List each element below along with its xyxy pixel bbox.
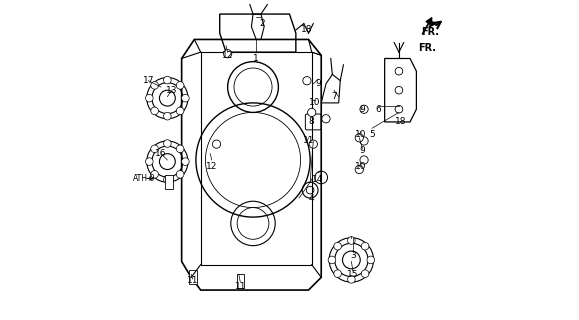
Circle shape bbox=[355, 165, 364, 174]
Circle shape bbox=[334, 270, 342, 277]
Bar bbox=[189, 270, 196, 284]
Circle shape bbox=[322, 115, 330, 123]
Circle shape bbox=[367, 256, 375, 264]
Circle shape bbox=[334, 242, 342, 250]
Text: 11: 11 bbox=[234, 282, 246, 292]
Circle shape bbox=[145, 158, 153, 165]
Text: 1: 1 bbox=[254, 54, 259, 63]
Bar bbox=[165, 175, 173, 189]
Circle shape bbox=[360, 156, 368, 164]
Circle shape bbox=[145, 94, 153, 102]
Text: 16: 16 bbox=[155, 149, 167, 158]
Text: 9: 9 bbox=[360, 146, 365, 155]
Text: 5: 5 bbox=[369, 130, 375, 139]
Circle shape bbox=[395, 86, 403, 94]
Circle shape bbox=[328, 256, 336, 264]
Text: 10: 10 bbox=[309, 99, 321, 108]
Circle shape bbox=[395, 68, 403, 75]
Text: 9: 9 bbox=[315, 79, 321, 88]
Circle shape bbox=[151, 171, 159, 178]
Circle shape bbox=[212, 140, 221, 148]
Text: 8: 8 bbox=[309, 117, 314, 126]
Circle shape bbox=[395, 105, 403, 113]
Circle shape bbox=[177, 82, 184, 89]
Circle shape bbox=[355, 134, 364, 142]
Circle shape bbox=[309, 140, 317, 148]
Circle shape bbox=[163, 112, 171, 120]
Text: 12: 12 bbox=[206, 162, 218, 171]
Circle shape bbox=[360, 105, 368, 113]
Text: 6: 6 bbox=[375, 105, 381, 114]
Text: 11: 11 bbox=[187, 276, 199, 285]
Circle shape bbox=[177, 171, 184, 178]
Text: 9: 9 bbox=[360, 105, 365, 114]
Text: 2: 2 bbox=[260, 19, 265, 28]
Text: FR.: FR. bbox=[421, 27, 439, 37]
Text: 15: 15 bbox=[347, 270, 359, 279]
Text: 18: 18 bbox=[301, 25, 313, 35]
Circle shape bbox=[163, 140, 171, 147]
Text: 18: 18 bbox=[395, 117, 406, 126]
Text: 3: 3 bbox=[350, 251, 356, 260]
Circle shape bbox=[182, 94, 189, 102]
Text: 10: 10 bbox=[355, 130, 367, 139]
Circle shape bbox=[303, 76, 311, 85]
Text: FR.: FR. bbox=[418, 43, 436, 52]
Circle shape bbox=[163, 176, 171, 183]
Text: 10: 10 bbox=[355, 162, 367, 171]
Circle shape bbox=[151, 82, 159, 89]
Text: 14: 14 bbox=[312, 174, 324, 184]
Text: 13: 13 bbox=[166, 86, 178, 95]
Text: 7: 7 bbox=[331, 92, 337, 101]
Text: ATH-9: ATH-9 bbox=[133, 174, 155, 183]
Text: 12: 12 bbox=[222, 51, 233, 60]
Circle shape bbox=[347, 237, 355, 244]
Text: 17: 17 bbox=[142, 76, 154, 85]
Circle shape bbox=[360, 137, 368, 145]
Text: 11: 11 bbox=[303, 136, 314, 146]
Circle shape bbox=[151, 107, 159, 115]
Circle shape bbox=[163, 76, 171, 84]
Circle shape bbox=[151, 145, 159, 153]
Circle shape bbox=[361, 242, 369, 250]
Circle shape bbox=[347, 276, 355, 283]
Circle shape bbox=[223, 50, 232, 58]
Circle shape bbox=[177, 107, 184, 115]
Bar bbox=[237, 274, 244, 288]
Circle shape bbox=[307, 108, 316, 116]
Text: 4: 4 bbox=[309, 194, 314, 203]
Circle shape bbox=[361, 270, 369, 277]
Circle shape bbox=[182, 158, 189, 165]
Circle shape bbox=[177, 145, 184, 153]
